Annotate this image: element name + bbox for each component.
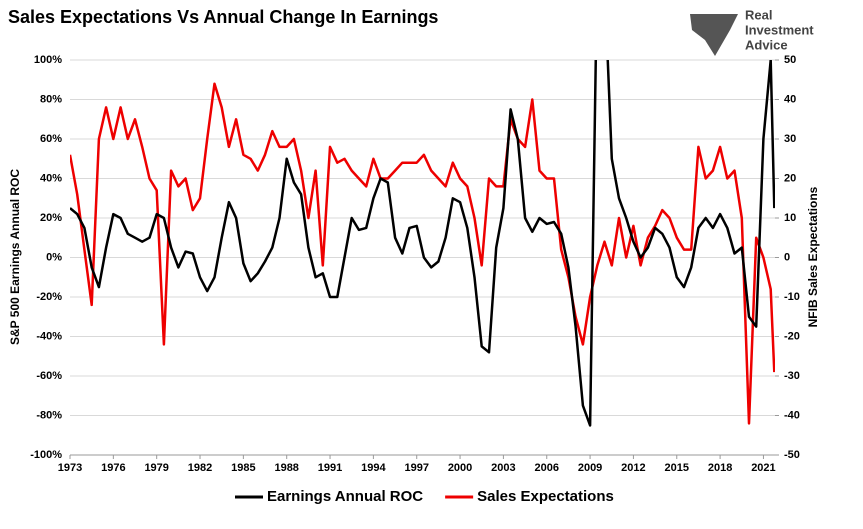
x-tick-label: 2009 xyxy=(578,462,602,474)
y2-tick-label: 50 xyxy=(784,54,796,66)
y-tick-label: 0% xyxy=(46,251,62,263)
line-series xyxy=(70,60,775,427)
y2-tick-label: -10 xyxy=(784,291,800,303)
y-axis-label: S&P 500 Earnings Annual ROC xyxy=(8,169,22,345)
y-tick-label: 20% xyxy=(40,212,62,224)
brand-text: Advice xyxy=(745,37,788,52)
y-tick-label: -60% xyxy=(36,370,62,382)
x-tick-label: 2003 xyxy=(491,462,515,474)
y-tick-label: -40% xyxy=(36,330,62,342)
line-series xyxy=(70,82,775,425)
y2-tick-label: -40 xyxy=(784,409,800,421)
plot-area xyxy=(70,60,775,427)
x-tick-label: 2006 xyxy=(534,462,558,474)
legend-label: Sales Expectations xyxy=(477,488,614,505)
legend-label: Earnings Annual ROC xyxy=(267,488,423,505)
x-tick-label: 1994 xyxy=(361,462,386,474)
y2-tick-label: -20 xyxy=(784,330,800,342)
y2-tick-label: 30 xyxy=(784,133,796,145)
y2-tick-label: -30 xyxy=(784,370,800,382)
y-tick-label: 80% xyxy=(40,93,62,105)
y-tick-label: 40% xyxy=(40,172,62,184)
brand-text: Investment xyxy=(745,22,814,37)
x-tick-label: 1991 xyxy=(318,462,342,474)
x-tick-label: 2000 xyxy=(448,462,472,474)
x-tick-label: 2018 xyxy=(708,462,732,474)
x-tick-label: 1976 xyxy=(101,462,125,474)
x-tick-label: 1979 xyxy=(144,462,168,474)
y2-tick-label: -50 xyxy=(784,449,800,461)
brand-text: Real xyxy=(745,7,772,22)
y2-axis-label: NFIB Sales Expectations xyxy=(806,186,820,327)
y-tick-label: -100% xyxy=(30,449,62,461)
x-tick-label: 1973 xyxy=(58,462,82,474)
logo: Real Investment Advice xyxy=(690,7,814,56)
x-tick-label: 1982 xyxy=(188,462,212,474)
y-tick-label: -80% xyxy=(36,409,62,421)
chart-title: Sales Expectations Vs Annual Change In E… xyxy=(8,7,438,27)
y2-tick-label: 40 xyxy=(784,93,796,105)
x-tick-label: 2021 xyxy=(751,462,775,474)
x-tick-label: 2012 xyxy=(621,462,645,474)
y-tick-label: 100% xyxy=(34,54,62,66)
y2-tick-label: 20 xyxy=(784,172,796,184)
y-tick-label: -20% xyxy=(36,291,62,303)
x-tick-label: 1988 xyxy=(274,462,298,474)
y2-tick-label: 0 xyxy=(784,251,790,263)
y-tick-label: 60% xyxy=(40,133,62,145)
x-tick-label: 2015 xyxy=(665,462,689,474)
y2-tick-label: 10 xyxy=(784,212,796,224)
x-tick-label: 1997 xyxy=(404,462,428,474)
x-tick-label: 1985 xyxy=(231,462,255,474)
